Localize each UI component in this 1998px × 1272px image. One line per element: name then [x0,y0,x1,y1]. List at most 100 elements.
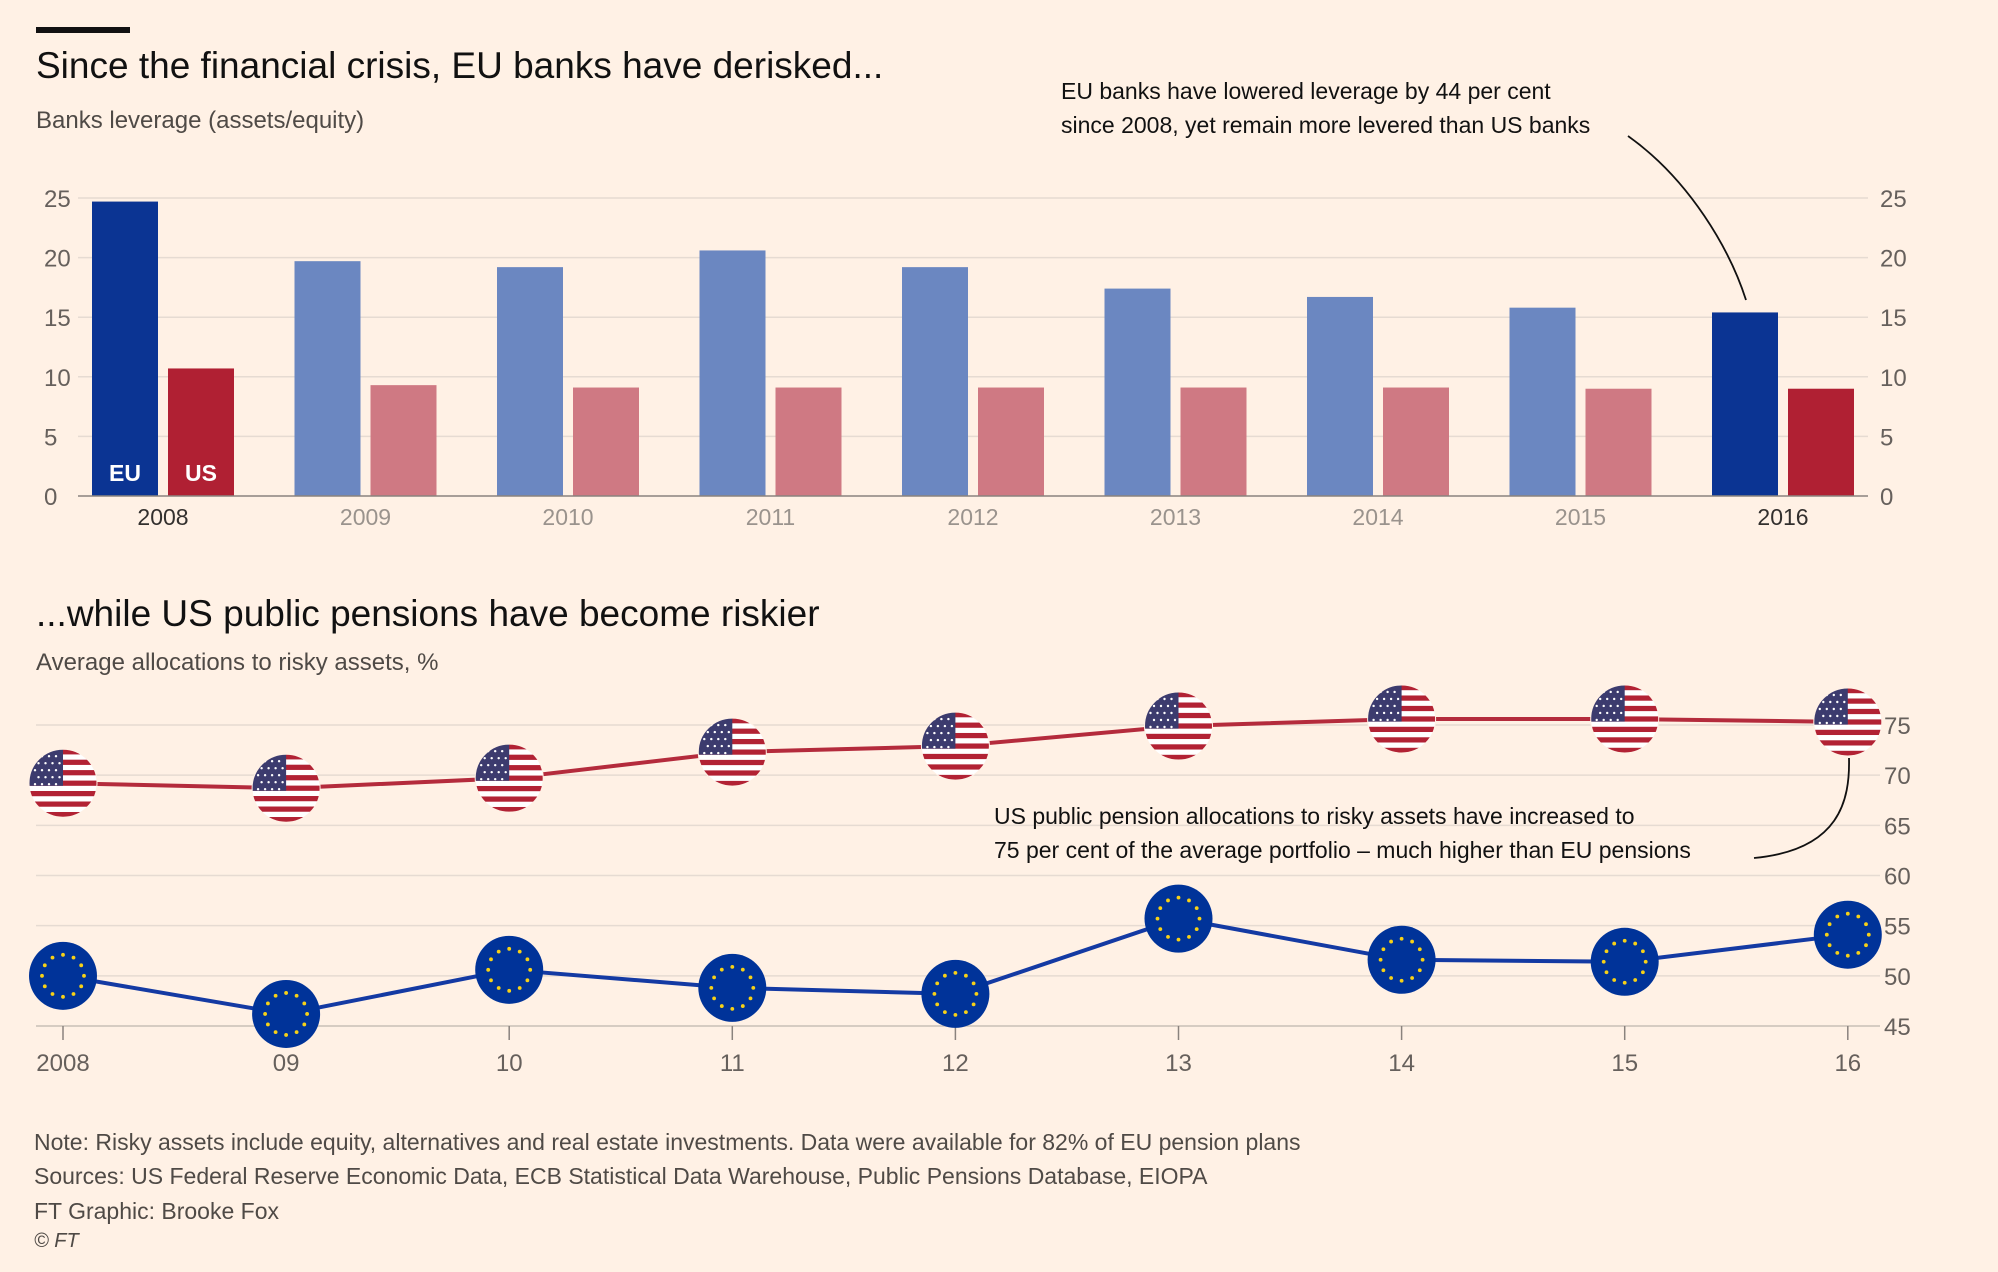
footer-sources: Sources: US Federal Reserve Economic Dat… [34,1163,1208,1189]
bottom-chart-annotation-line-2: 75 per cent of the average portfolio – m… [994,837,1691,863]
top-chart-x-label: 2008 [137,504,188,530]
footer-copyright: © FT [34,1230,81,1252]
us-flag-icon [1368,685,1436,753]
us-flag-icon [252,754,320,822]
bottom-chart-gridlines [36,724,1880,1027]
eu-flag-icon [1144,884,1213,953]
bottom-chart-y-tick: 70 [1884,763,1911,790]
bottom-chart-x-label: 14 [1388,1050,1415,1077]
bar-eu-2015 [1509,307,1576,496]
bottom-chart-title: ...while US public pensions have become … [36,593,820,634]
eu-flag-icon [1367,925,1436,994]
eu-flag-icon [475,935,544,1004]
us-flag-icon [1814,688,1882,756]
bottom-chart-flag-markers [29,685,1882,1048]
bar-us-2009 [370,385,437,496]
bar-us-2014 [1383,387,1449,496]
bar-eu-2009 [294,261,361,496]
us-flag-icon [1591,685,1659,753]
bottom-chart-x-axis: 2008 09 10 11 12 13 14 15 16 [36,1050,1861,1077]
bottom-chart-y-tick: 75 [1884,713,1911,740]
us-flag-icon [698,718,766,786]
top-chart-x-label: 2016 [1757,504,1808,530]
bottom-chart-y-tick: 45 [1884,1014,1911,1041]
bar-us-2008 [168,368,234,496]
eu-flag-icon [252,979,321,1048]
footer-note: Note: Risky assets include equity, alter… [34,1129,1301,1155]
bottom-chart-annotation-leader [1753,757,1850,859]
top-chart-y-axis-left: 0 5 10 15 20 25 [44,186,71,511]
bar-eu-2008 [92,201,158,497]
bar-eu-2010 [497,267,563,496]
eu-flag-icon [921,959,990,1028]
top-chart-y-tick-left: 20 [44,246,71,273]
bar-eu-2012 [902,267,968,496]
bottom-chart-y-tick: 65 [1884,813,1911,840]
bar-us-2016 [1788,388,1854,496]
eu-flag-icon [698,953,767,1022]
bottom-chart-x-label: 13 [1165,1050,1192,1077]
us-flag-icon [921,712,989,780]
top-chart-y-tick-left: 10 [44,365,71,392]
eu-flag-icon [1813,900,1882,969]
top-chart-annotation-line-1: EU banks have lowered leverage by 44 per… [1061,78,1551,104]
top-chart-subtitle: Banks leverage (assets/equity) [36,107,364,134]
top-chart-y-tick-right: 20 [1880,246,1907,273]
bar-us-2015 [1585,388,1652,496]
bottom-chart-x-label: 09 [273,1050,300,1077]
top-chart-bars: EU US [92,201,1854,497]
top-chart-y-tick-left: 25 [44,186,71,213]
footer-graphic-credit: FT Graphic: Brooke Fox [34,1198,279,1224]
eu-flag-icon [29,941,97,1010]
bottom-chart-x-ticks [62,1026,1849,1040]
bottom-chart-annotation-line-1: US public pension allocations to risky a… [994,803,1635,829]
bar-us-2010 [573,387,639,496]
bar-us-2013 [1180,387,1247,496]
top-chart-y-tick-right: 0 [1880,484,1893,511]
bottom-chart-x-label: 11 [720,1050,745,1077]
bottom-chart-x-label: 16 [1834,1050,1861,1077]
top-chart-annotation-line-2: since 2008, yet remain more levered than… [1061,112,1590,138]
header-rule [36,27,130,33]
top-chart-x-label: 2012 [947,504,998,530]
bar-eu-2011 [699,250,766,496]
top-chart-y-tick-left: 15 [44,305,71,332]
eu-flag-icon [1590,927,1659,996]
bar-eu-2013 [1104,288,1171,496]
bar-series-label-eu: EU [109,460,141,486]
top-chart-y-axis-right: 0 5 10 15 20 25 [1880,186,1907,511]
us-flag-icon [29,749,97,817]
bottom-chart-y-axis: 45 50 55 60 65 70 75 [1884,713,1911,1041]
top-chart-title: Since the financial crisis, EU banks hav… [36,45,883,86]
top-chart-x-label: 2014 [1352,504,1403,530]
top-chart-y-tick-right: 5 [1880,424,1893,451]
bar-eu-2016 [1712,312,1778,496]
us-flag-icon [1145,692,1213,760]
top-chart-x-label: 2011 [746,504,795,530]
bottom-chart-y-tick: 60 [1884,864,1911,891]
top-chart-y-tick-right: 25 [1880,186,1907,213]
bottom-chart-x-label: 2008 [36,1050,89,1077]
top-chart-x-axis: 2008 2009 2010 2011 2012 2013 2014 2015 2016 [137,504,1808,530]
top-chart-annotation-leader [1627,135,1747,301]
top-chart-x-label: 2009 [340,504,391,530]
top-chart-y-tick-right: 10 [1880,365,1907,392]
us-flag-icon [475,744,543,812]
bar-series-label-us: US [185,460,217,486]
bar-us-2011 [775,387,842,496]
bottom-chart-subtitle: Average allocations to risky assets, % [36,649,438,676]
top-chart-x-label: 2015 [1555,504,1606,530]
bottom-chart-x-label: 15 [1611,1050,1638,1077]
top-chart-y-tick-left: 5 [44,424,57,451]
top-chart-y-tick-right: 15 [1880,305,1907,332]
top-chart-x-label: 2013 [1150,504,1201,530]
bar-us-2012 [978,387,1044,496]
top-chart-y-tick-left: 0 [44,484,57,511]
bottom-chart-x-label: 10 [496,1050,523,1077]
bottom-chart-y-tick: 55 [1884,914,1911,941]
bar-eu-2014 [1307,296,1373,496]
bottom-chart-y-tick: 50 [1884,964,1911,991]
top-chart-x-label: 2010 [542,504,593,530]
bottom-chart-x-label: 12 [942,1050,969,1077]
